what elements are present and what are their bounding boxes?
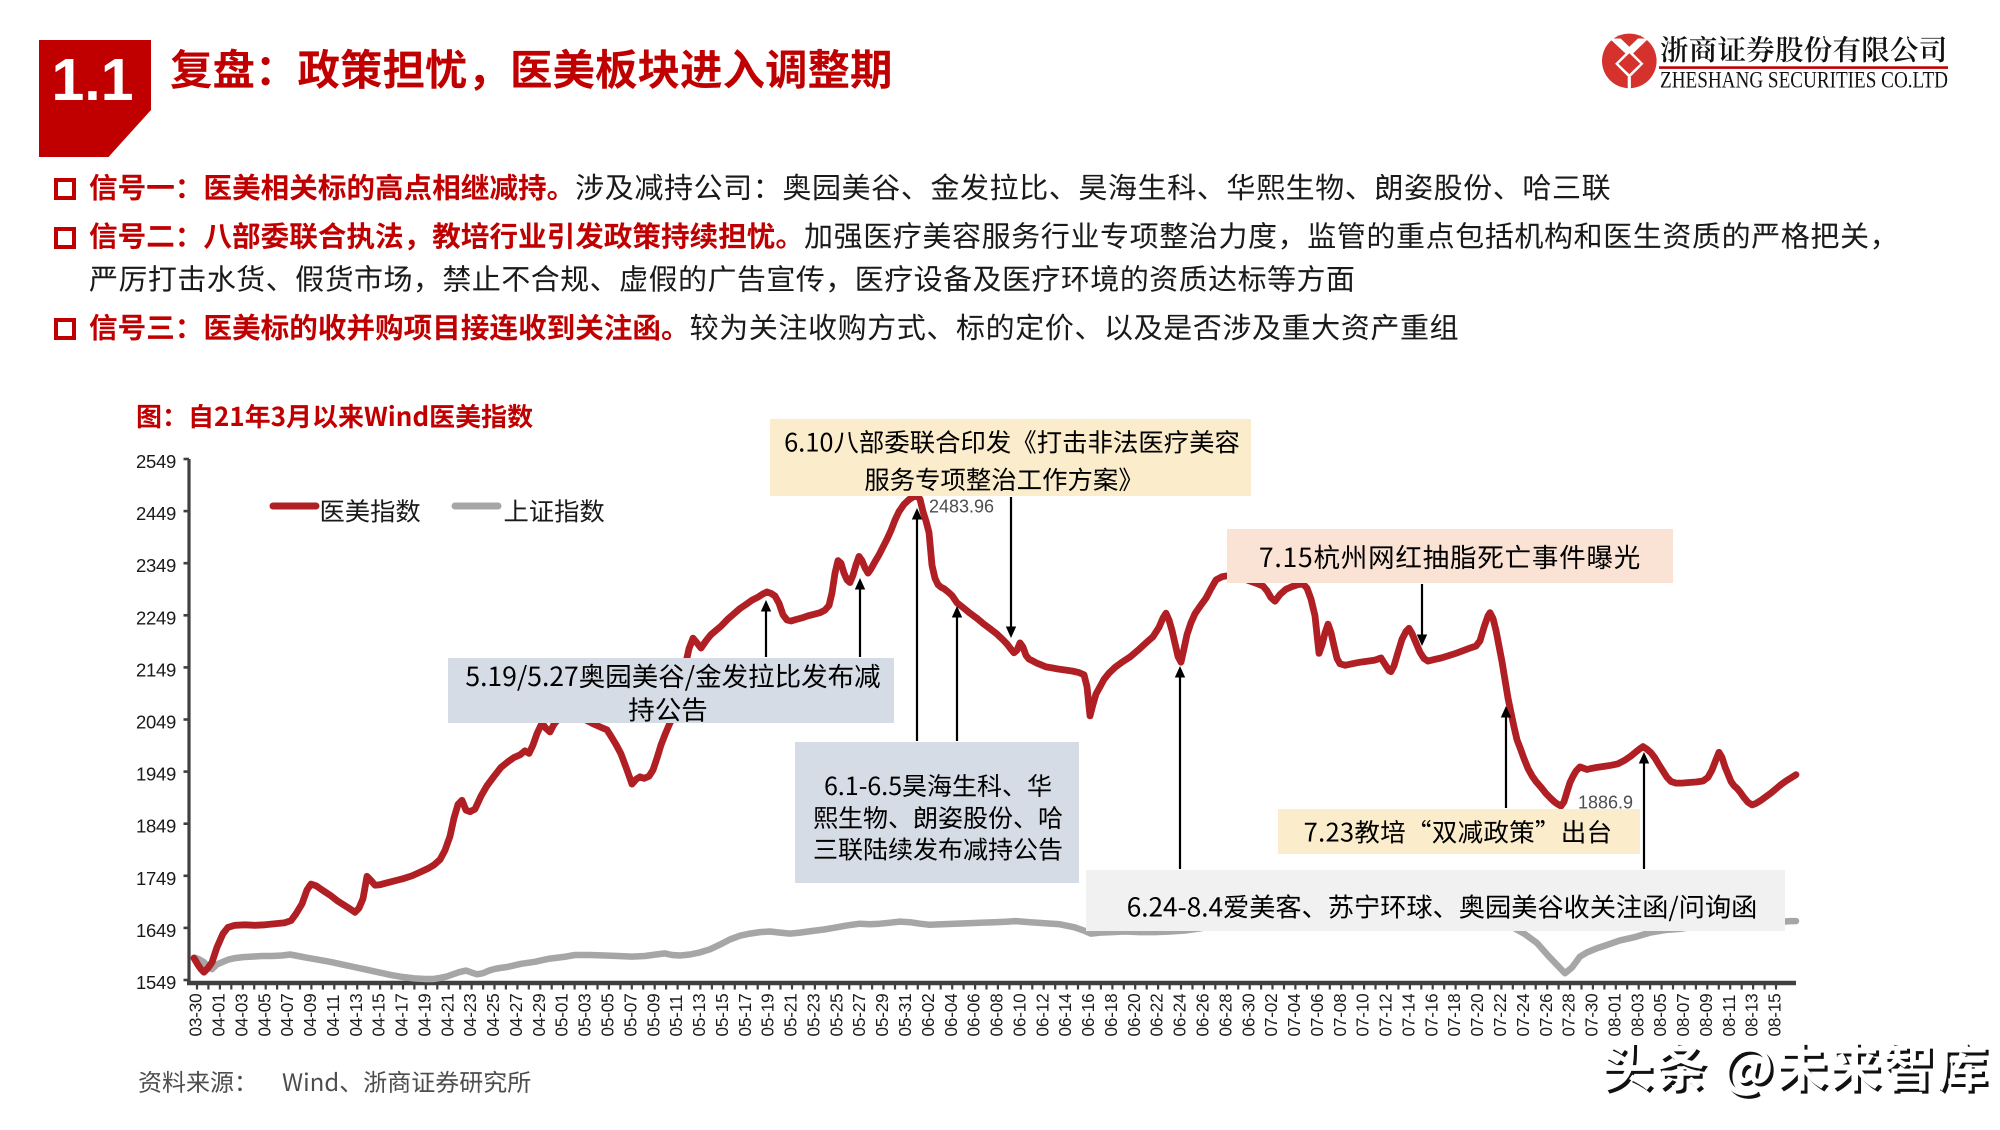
svg-text:04-19: 04-19 — [414, 994, 434, 1037]
svg-text:2349: 2349 — [136, 555, 176, 576]
svg-text:2049: 2049 — [136, 712, 176, 733]
svg-text:2149: 2149 — [136, 659, 176, 680]
svg-text:04-27: 04-27 — [506, 994, 526, 1037]
svg-text:1.1: 1.1 — [51, 47, 133, 113]
svg-text:05-27: 05-27 — [849, 994, 869, 1037]
svg-text:06-30: 06-30 — [1238, 994, 1258, 1037]
svg-text:08-09: 08-09 — [1696, 994, 1716, 1037]
svg-text:1849: 1849 — [136, 816, 176, 837]
svg-text:04-09: 04-09 — [300, 994, 320, 1037]
svg-text:04-23: 04-23 — [460, 994, 480, 1037]
svg-text:2549: 2549 — [136, 451, 176, 472]
svg-text:05-09: 05-09 — [643, 994, 663, 1037]
svg-text:ZHESHANG SECURITIES CO.LTD: ZHESHANG SECURITIES CO.LTD — [1660, 68, 1948, 94]
svg-text:04-29: 04-29 — [529, 994, 549, 1037]
svg-text:07-06: 07-06 — [1307, 994, 1327, 1037]
svg-text:05-23: 05-23 — [804, 994, 824, 1037]
svg-text:06-14: 06-14 — [1055, 993, 1075, 1037]
svg-text:06-06: 06-06 — [964, 994, 984, 1037]
svg-text:06-18: 06-18 — [1101, 994, 1121, 1037]
svg-text:04-25: 04-25 — [483, 994, 503, 1037]
svg-text:06-26: 06-26 — [1193, 994, 1213, 1037]
svg-text:06-04: 06-04 — [941, 993, 961, 1037]
svg-text:03-30: 03-30 — [186, 994, 206, 1037]
svg-text:07-10: 07-10 — [1353, 994, 1373, 1037]
svg-text:07-18: 07-18 — [1444, 994, 1464, 1037]
svg-text:06-28: 06-28 — [1215, 994, 1235, 1037]
svg-text:05-13: 05-13 — [689, 994, 709, 1037]
svg-text:07-08: 07-08 — [1330, 994, 1350, 1037]
svg-text:07-30: 07-30 — [1582, 994, 1602, 1037]
svg-text:04-11: 04-11 — [323, 995, 343, 1037]
svg-text:06-24: 06-24 — [1170, 993, 1190, 1037]
svg-text:07-26: 07-26 — [1536, 994, 1556, 1037]
svg-text:06-20: 06-20 — [1124, 994, 1144, 1037]
svg-text:2449: 2449 — [136, 503, 176, 524]
svg-text:07-04: 07-04 — [1284, 993, 1304, 1037]
svg-text:07-28: 07-28 — [1559, 994, 1579, 1037]
svg-text:08-03: 08-03 — [1627, 994, 1647, 1037]
svg-text:08-01: 08-01 — [1604, 994, 1624, 1037]
svg-text:05-19: 05-19 — [758, 994, 778, 1037]
svg-text:07-12: 07-12 — [1376, 994, 1396, 1037]
svg-text:2249: 2249 — [136, 607, 176, 628]
svg-text:04-21: 04-21 — [437, 994, 457, 1037]
svg-text:06-22: 06-22 — [1147, 994, 1167, 1037]
svg-text:08-11: 08-11 — [1719, 995, 1739, 1037]
svg-text:05-29: 05-29 — [872, 994, 892, 1037]
svg-text:06-16: 06-16 — [1078, 994, 1098, 1037]
svg-text:1749: 1749 — [136, 868, 176, 889]
svg-text:05-17: 05-17 — [735, 994, 755, 1037]
svg-text:05-07: 05-07 — [620, 994, 640, 1037]
svg-text:05-21: 05-21 — [781, 994, 801, 1037]
svg-text:04-05: 04-05 — [254, 994, 274, 1037]
svg-text:06-10: 06-10 — [1009, 994, 1029, 1037]
svg-text:1649: 1649 — [136, 920, 176, 941]
svg-text:07-22: 07-22 — [1490, 994, 1510, 1037]
svg-text:07-14: 07-14 — [1399, 993, 1419, 1037]
svg-text:05-05: 05-05 — [598, 994, 618, 1037]
svg-text:1949: 1949 — [136, 764, 176, 785]
svg-text:08-13: 08-13 — [1742, 994, 1762, 1037]
svg-text:08-15: 08-15 — [1765, 994, 1785, 1037]
svg-text:05-25: 05-25 — [826, 994, 846, 1037]
svg-text:04-01: 04-01 — [209, 994, 229, 1037]
svg-text:06-12: 06-12 — [1032, 994, 1052, 1037]
svg-text:08-05: 08-05 — [1650, 994, 1670, 1037]
svg-text:04-15: 04-15 — [369, 994, 389, 1037]
svg-text:06-08: 06-08 — [987, 994, 1007, 1037]
svg-text:05-15: 05-15 — [712, 994, 732, 1037]
svg-text:05-03: 05-03 — [575, 994, 595, 1037]
svg-text:1549: 1549 — [136, 972, 176, 993]
svg-text:2483.96: 2483.96 — [929, 497, 994, 517]
svg-text:04-03: 04-03 — [231, 994, 251, 1037]
svg-text:08-07: 08-07 — [1673, 994, 1693, 1037]
svg-text:07-20: 07-20 — [1467, 994, 1487, 1037]
svg-text:07-24: 07-24 — [1513, 993, 1533, 1037]
svg-text:04-13: 04-13 — [346, 994, 366, 1037]
svg-text:04-17: 04-17 — [392, 994, 412, 1037]
svg-text:07-16: 07-16 — [1421, 994, 1441, 1037]
svg-text:05-11: 05-11 — [666, 995, 686, 1037]
svg-text:1886.9: 1886.9 — [1578, 793, 1633, 813]
svg-text:05-01: 05-01 — [552, 994, 572, 1037]
svg-text:04-07: 04-07 — [277, 994, 297, 1037]
svg-text:06-02: 06-02 — [918, 994, 938, 1037]
svg-text:05-31: 05-31 — [895, 994, 915, 1037]
svg-text:07-02: 07-02 — [1261, 994, 1281, 1037]
